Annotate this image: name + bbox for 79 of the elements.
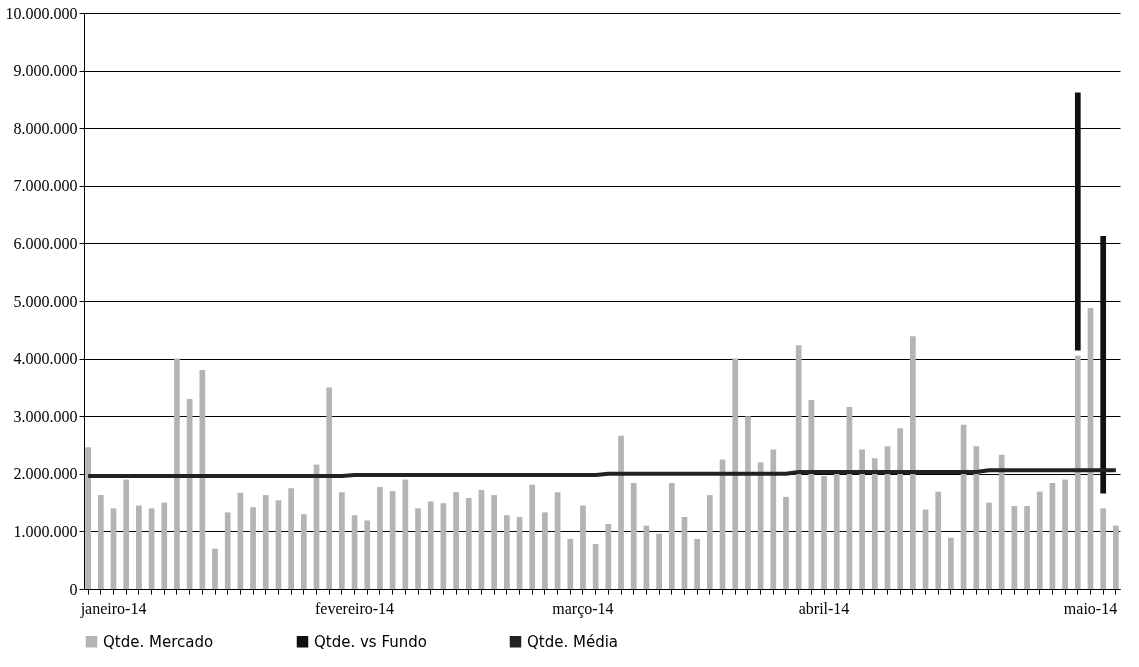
bar — [745, 416, 751, 589]
bar — [377, 487, 383, 589]
bar — [973, 446, 980, 589]
x-tick-label: janeiro-14 — [79, 599, 147, 618]
bar — [668, 483, 675, 589]
bar — [897, 428, 904, 589]
bar — [986, 502, 992, 589]
y-tick-label: 3.000.000 — [13, 407, 78, 425]
y-tick-label: 9.000.000 — [13, 62, 78, 80]
bar — [453, 492, 459, 589]
x-tick-label: abril-14 — [798, 599, 850, 617]
bar — [199, 370, 206, 589]
bar — [707, 495, 713, 589]
bar — [605, 523, 612, 589]
y-tick-label: 10.000.000 — [5, 4, 78, 22]
y-tick-label: 6.000.000 — [13, 234, 78, 252]
bar — [212, 548, 218, 589]
bar — [224, 512, 231, 589]
bar — [250, 507, 256, 589]
bar — [821, 476, 827, 589]
bar — [339, 492, 345, 589]
legend-label: Qtde. Mercado — [103, 632, 214, 651]
bar — [529, 484, 536, 589]
y-tick-label: 4.000.000 — [13, 350, 78, 368]
bar — [618, 435, 624, 589]
bar — [415, 508, 421, 589]
bar — [567, 538, 574, 589]
bar — [795, 345, 802, 589]
bar — [326, 387, 333, 589]
bar — [630, 483, 637, 589]
bar — [542, 512, 548, 589]
bar — [491, 495, 497, 589]
bar — [123, 479, 130, 589]
y-tick-label: 8.000.000 — [13, 119, 78, 137]
y-tick-label: 1.000.000 — [13, 522, 78, 540]
bar — [1074, 92, 1081, 351]
bar — [948, 537, 954, 589]
bar — [503, 515, 510, 589]
bar — [1113, 525, 1119, 589]
bar — [402, 479, 409, 589]
bar — [732, 358, 739, 589]
bar — [871, 458, 878, 589]
bar — [998, 454, 1005, 589]
bar — [85, 447, 91, 589]
y-tick-label: 2.000.000 — [13, 465, 78, 483]
x-tick-label: maio-14 — [1063, 599, 1118, 617]
bar — [262, 495, 269, 589]
bar — [364, 520, 371, 589]
bar — [1036, 491, 1043, 589]
bar — [580, 505, 586, 589]
bar — [833, 472, 840, 589]
bar — [300, 514, 307, 589]
bar — [1100, 508, 1107, 589]
bar — [97, 495, 104, 589]
bar — [288, 488, 294, 589]
bar — [1074, 355, 1081, 589]
bar — [592, 544, 599, 589]
bar — [161, 502, 168, 589]
bar — [783, 496, 789, 589]
bar — [859, 449, 865, 589]
bar — [427, 501, 434, 589]
bar — [770, 449, 777, 589]
bar — [1024, 506, 1030, 589]
x-tick-label: março-14 — [552, 599, 614, 618]
bar — [1062, 479, 1068, 589]
bar — [656, 533, 662, 589]
bar — [694, 538, 701, 589]
legend-label: Qtde. vs Fundo — [314, 632, 427, 651]
y-tick-label: 7.000.000 — [13, 177, 78, 195]
bar — [1100, 235, 1107, 494]
bar — [910, 336, 916, 589]
bar — [935, 491, 942, 589]
y-tick-label: 0 — [69, 580, 78, 598]
y-tick-label: 5.000.000 — [13, 292, 78, 310]
legend-label: Qtde. Média — [527, 632, 619, 651]
bar — [136, 505, 142, 589]
bar — [465, 497, 472, 589]
x-tick-label: fevereiro-14 — [315, 599, 395, 617]
bar — [174, 358, 180, 589]
